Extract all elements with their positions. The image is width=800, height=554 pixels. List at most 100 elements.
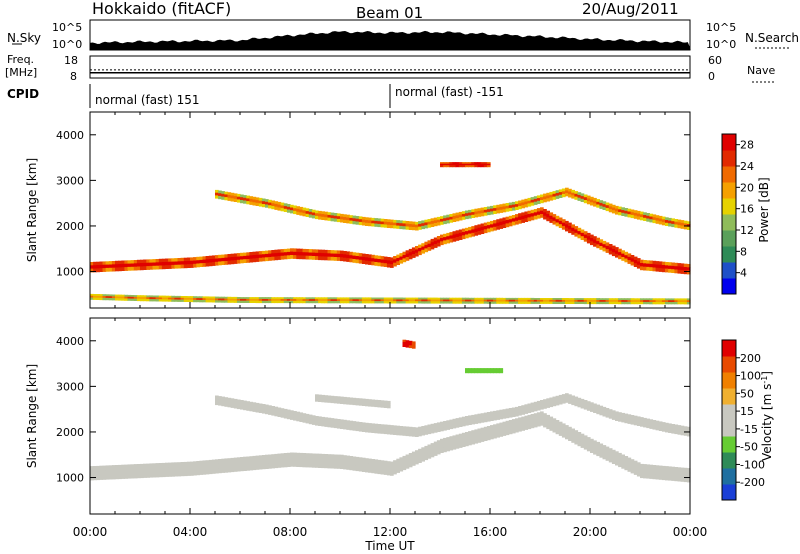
heatmap-cell-band-0 — [543, 212, 547, 217]
heatmap-cell-band-0 — [621, 257, 625, 261]
heatmap-cell-band-0 — [90, 470, 94, 476]
heatmap-cell-band-2 — [243, 297, 247, 300]
heatmap-cell-band-1 — [380, 430, 385, 434]
heatmap-cell-band-0 — [518, 213, 522, 217]
heatmap-cell-band-0 — [190, 461, 194, 467]
heatmap-cell-band-1 — [424, 219, 429, 223]
heatmap-cell-band-0 — [586, 232, 591, 237]
heatmap-cell-band-2 — [511, 297, 516, 301]
heatmap-cell-band-1 — [255, 197, 260, 201]
heatmap-cell-band-1 — [486, 415, 491, 419]
heatmap-cell-band-2 — [558, 301, 563, 304]
heatmap-cell-band-2 — [505, 301, 510, 304]
heatmap-cell-band-1 — [605, 202, 610, 206]
heatmap-cell-band-0 — [474, 225, 479, 229]
heatmap-cell-band-0 — [555, 420, 560, 426]
heatmap-cell-band-0 — [540, 207, 544, 212]
heatmap-cell-band-1 — [668, 423, 672, 427]
heatmap-cell-band-1 — [293, 205, 297, 209]
heatmap-cell-band-1 — [671, 218, 675, 222]
heatmap-cell-band-1 — [336, 213, 341, 217]
heatmap-cell-band-1 — [243, 200, 247, 204]
heatmap-cell-band-1 — [477, 210, 482, 215]
heatmap-cell-band-1 — [340, 219, 344, 223]
heatmap-cell-band-1 — [505, 205, 510, 209]
heatmap-cell-band-0 — [552, 418, 557, 424]
heatmap-cell-band-0 — [599, 452, 604, 458]
heatmap-cell-band-0 — [627, 457, 632, 463]
heatmap-cell-band-1 — [236, 193, 241, 198]
heatmap-cell-band-0 — [383, 469, 388, 475]
heatmap-cell-band-0 — [383, 465, 388, 471]
heatmap-cell-band-0 — [505, 223, 510, 228]
heatmap-cell-band-2 — [452, 297, 457, 300]
y-tick-label: 4000 — [56, 335, 84, 348]
heatmap-cell-band-1 — [424, 428, 429, 432]
heatmap-cell-band-1 — [486, 206, 491, 210]
heatmap-cell-band-1 — [440, 216, 444, 220]
heatmap-cell-band-1 — [308, 417, 313, 422]
heatmap-cell-band-0 — [283, 457, 288, 463]
heatmap-cell-band-0 — [118, 464, 122, 470]
heatmap-cell-band-1 — [346, 420, 350, 424]
heatmap-cell-band-1 — [255, 409, 260, 413]
heatmap-cell-band-2 — [490, 297, 494, 301]
heatmap-cell-band-2 — [380, 297, 385, 300]
heatmap-cell-band-2 — [605, 300, 610, 303]
heatmap-cell-band-2 — [568, 301, 572, 304]
cpid-segment-2: normal (fast) -151 — [395, 85, 504, 99]
heatmap-cell-band-1 — [665, 422, 669, 427]
heatmap-cell-band-0 — [530, 423, 535, 429]
heatmap-cell-band-0 — [380, 469, 385, 475]
heatmap-cell-band-0 — [433, 450, 438, 456]
heatmap-cell-band-0 — [511, 221, 516, 226]
heatmap-cell-band-1 — [236, 405, 241, 410]
heatmap-cell-band-0 — [399, 461, 404, 467]
heatmap-cell-band-0 — [661, 265, 666, 269]
heatmap-cell-band-3 — [471, 369, 475, 372]
heatmap-cell-band-1 — [580, 196, 585, 200]
heatmap-cell-band-0 — [252, 258, 257, 263]
noise-right-label: N.Search — [745, 31, 799, 45]
heatmap-cell-band-0 — [277, 462, 282, 468]
heatmap-cell-band-0 — [355, 461, 360, 467]
heatmap-cell-band-1 — [299, 415, 304, 419]
heatmap-cell-band-0 — [536, 416, 541, 422]
heatmap-cell-band-0 — [643, 464, 647, 470]
heatmap-cell-band-0 — [646, 469, 650, 475]
heatmap-cell-band-0 — [355, 256, 360, 260]
heatmap-cell-band-1 — [665, 425, 669, 430]
heatmap-cell-band-1 — [255, 202, 260, 206]
heatmap-cell-band-1 — [674, 224, 679, 228]
heatmap-cell-band-0 — [405, 253, 410, 258]
heatmap-cell-band-2 — [580, 298, 585, 301]
heatmap-cell-band-1 — [252, 202, 257, 206]
heatmap-cell-band-0 — [480, 230, 485, 234]
heatmap-cell-band-4 — [408, 340, 413, 344]
heatmap-cell-band-0 — [280, 255, 285, 260]
heatmap-cell-band-1 — [246, 401, 250, 405]
heatmap-cell-band-1 — [383, 427, 388, 432]
heatmap-cell-band-0 — [571, 231, 575, 235]
heatmap-cell-band-1 — [633, 215, 638, 219]
heatmap-cell-band-1 — [230, 401, 235, 405]
heatmap-cell-band-0 — [386, 465, 391, 471]
heatmap-cell-band-0 — [665, 262, 669, 266]
heatmap-cell-band-1 — [449, 214, 454, 218]
heatmap-cell-band-0 — [165, 261, 169, 266]
heatmap-cell-band-0 — [243, 255, 247, 260]
heatmap-cell-band-2 — [549, 299, 554, 303]
heatmap-cell-band-0 — [608, 457, 613, 463]
heatmap-cell-band-1 — [252, 402, 257, 406]
heatmap-cell-band-2 — [321, 299, 325, 302]
heatmap-cell-band-0 — [277, 249, 282, 254]
heatmap-cell-band-2 — [318, 297, 322, 300]
heatmap-cell-band-1 — [440, 427, 444, 432]
heatmap-cell-band-1 — [443, 421, 447, 425]
heatmap-cell-band-0 — [190, 466, 194, 472]
heatmap-cell-band-0 — [333, 454, 338, 460]
heatmap-cell-band-0 — [124, 469, 129, 475]
heatmap-cell-band-1 — [561, 394, 566, 398]
heatmap-cell-band-0 — [627, 253, 632, 258]
heatmap-cell-band-3 — [474, 369, 479, 372]
